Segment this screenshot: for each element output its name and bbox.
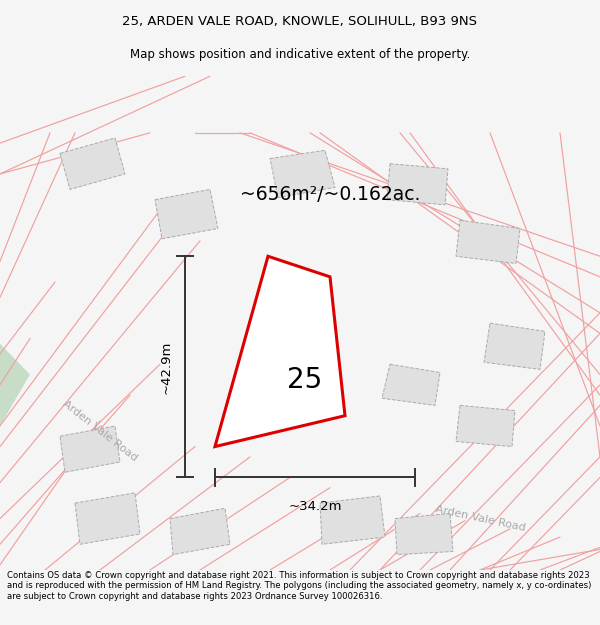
Polygon shape (75, 493, 140, 544)
Polygon shape (0, 344, 30, 426)
Polygon shape (155, 189, 218, 239)
Polygon shape (387, 164, 448, 205)
Polygon shape (270, 150, 335, 198)
Text: Contains OS data © Crown copyright and database right 2021. This information is : Contains OS data © Crown copyright and d… (7, 571, 592, 601)
Polygon shape (215, 256, 345, 446)
Polygon shape (60, 426, 120, 472)
Text: Map shows position and indicative extent of the property.: Map shows position and indicative extent… (130, 48, 470, 61)
Polygon shape (382, 364, 440, 406)
Polygon shape (395, 513, 453, 554)
Polygon shape (320, 496, 385, 544)
Text: ~42.9m: ~42.9m (160, 340, 173, 394)
Text: Arden Vale Road: Arden Vale Road (434, 504, 526, 533)
Text: 25, ARDEN VALE ROAD, KNOWLE, SOLIHULL, B93 9NS: 25, ARDEN VALE ROAD, KNOWLE, SOLIHULL, B… (122, 15, 478, 28)
Polygon shape (456, 406, 515, 446)
Polygon shape (456, 220, 520, 264)
Polygon shape (170, 508, 230, 554)
Text: Arden Vale Road: Arden Vale Road (61, 399, 139, 463)
Text: ~656m²/~0.162ac.: ~656m²/~0.162ac. (240, 185, 421, 204)
Text: 25: 25 (287, 366, 322, 394)
Polygon shape (60, 138, 125, 189)
Polygon shape (484, 323, 545, 369)
Text: ~34.2m: ~34.2m (288, 500, 342, 513)
